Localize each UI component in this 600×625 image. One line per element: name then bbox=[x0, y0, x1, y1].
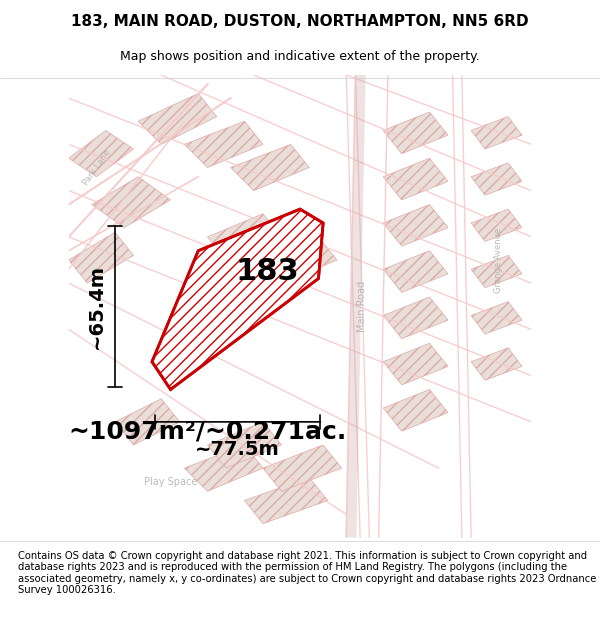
Polygon shape bbox=[208, 422, 281, 468]
Polygon shape bbox=[383, 251, 448, 292]
Text: Main Road: Main Road bbox=[358, 281, 367, 332]
Polygon shape bbox=[383, 297, 448, 339]
Polygon shape bbox=[230, 144, 309, 191]
Polygon shape bbox=[471, 163, 522, 195]
Text: Contains OS data © Crown copyright and database right 2021. This information is : Contains OS data © Crown copyright and d… bbox=[18, 551, 596, 596]
Text: 183, MAIN ROAD, DUSTON, NORTHAMPTON, NN5 6RD: 183, MAIN ROAD, DUSTON, NORTHAMPTON, NN5… bbox=[71, 14, 529, 29]
Text: 183: 183 bbox=[235, 257, 299, 286]
Polygon shape bbox=[383, 389, 448, 431]
Polygon shape bbox=[383, 204, 448, 246]
Polygon shape bbox=[69, 232, 133, 283]
Polygon shape bbox=[471, 209, 522, 241]
Text: Grange Avenue: Grange Avenue bbox=[494, 228, 503, 292]
Polygon shape bbox=[383, 343, 448, 385]
Text: ~77.5m: ~77.5m bbox=[195, 440, 280, 459]
Polygon shape bbox=[208, 214, 281, 260]
Polygon shape bbox=[69, 131, 133, 177]
Polygon shape bbox=[138, 94, 217, 144]
Polygon shape bbox=[471, 348, 522, 380]
Polygon shape bbox=[263, 237, 337, 283]
Polygon shape bbox=[152, 209, 323, 389]
Polygon shape bbox=[383, 112, 448, 154]
Text: Play Space: Play Space bbox=[144, 477, 197, 487]
Polygon shape bbox=[92, 177, 170, 227]
Text: ~65.4m: ~65.4m bbox=[87, 264, 106, 349]
Polygon shape bbox=[471, 117, 522, 149]
Polygon shape bbox=[263, 445, 341, 491]
Polygon shape bbox=[115, 399, 180, 445]
Text: Park Lane: Park Lane bbox=[81, 148, 112, 187]
Polygon shape bbox=[471, 302, 522, 334]
Text: ~1097m²/~0.271ac.: ~1097m²/~0.271ac. bbox=[68, 419, 347, 443]
Polygon shape bbox=[184, 445, 263, 491]
Polygon shape bbox=[245, 478, 328, 524]
Polygon shape bbox=[184, 121, 263, 168]
Text: Map shows position and indicative extent of the property.: Map shows position and indicative extent… bbox=[120, 50, 480, 62]
Polygon shape bbox=[471, 256, 522, 288]
Polygon shape bbox=[383, 158, 448, 200]
